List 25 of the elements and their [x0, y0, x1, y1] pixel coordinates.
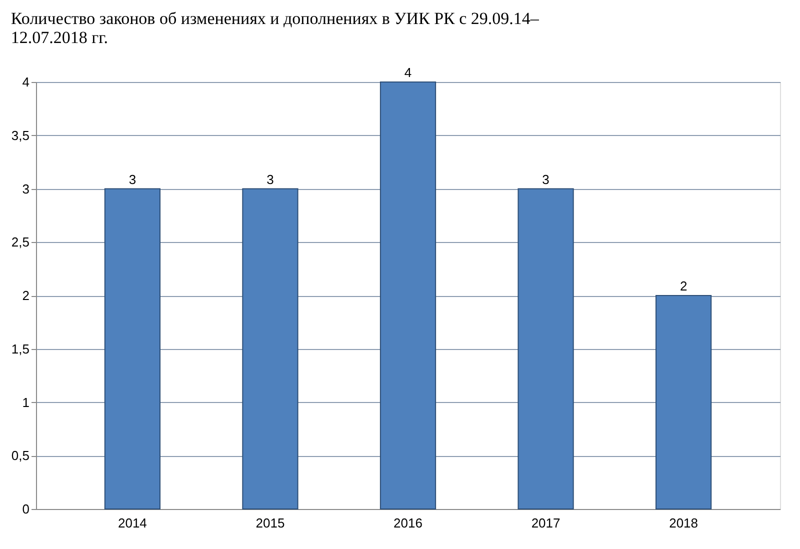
x-tick-label: 2017	[531, 516, 560, 530]
bar	[380, 82, 436, 510]
bar	[104, 188, 160, 510]
y-tick-label: 2	[22, 288, 30, 303]
x-tick-label: 2018	[669, 516, 698, 530]
y-tick-label: 0,5	[11, 448, 30, 464]
y-tick-label: 3,5	[11, 128, 30, 143]
y-tick-label: 2,5	[11, 234, 30, 250]
chart-title: Количество законов об изменениях и дополнениях в УИК РК с 29.09.14– 12.07.2018 гг.	[10, 9, 540, 47]
data-label: 3	[128, 172, 136, 187]
data-label: 3	[266, 172, 274, 187]
x-tick-label: 2016	[394, 516, 422, 530]
y-tick-label: 0	[22, 502, 30, 516]
bar	[242, 188, 298, 510]
y-tick-label: 1	[22, 394, 30, 410]
y-tick-label: 3	[22, 181, 30, 196]
y-tick-label: 4	[22, 74, 30, 90]
bar	[656, 295, 712, 510]
data-label: 2	[680, 278, 688, 294]
y-tick-label: 1,5	[11, 341, 30, 356]
data-label: 4	[404, 65, 412, 80]
x-tick-label: 2015	[256, 516, 285, 530]
x-tick-label: 2014	[118, 516, 147, 530]
data-label: 3	[542, 172, 550, 187]
bar	[518, 188, 574, 510]
